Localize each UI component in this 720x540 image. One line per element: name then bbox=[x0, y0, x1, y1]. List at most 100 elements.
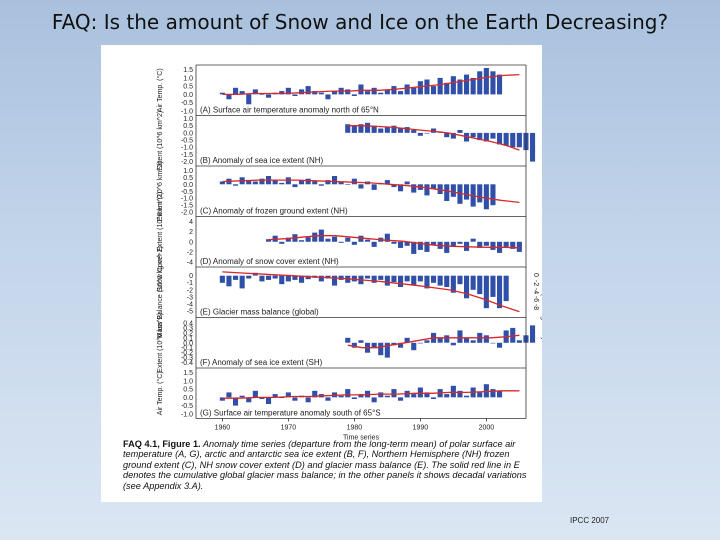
data-bar bbox=[279, 182, 285, 185]
data-bar bbox=[285, 87, 291, 95]
data-bar bbox=[332, 176, 338, 185]
data-bar bbox=[417, 387, 423, 398]
data-bar bbox=[457, 79, 463, 95]
right-tick-label: -4 bbox=[532, 288, 539, 294]
data-bar bbox=[378, 92, 384, 95]
panel-label: (C) Anomaly of frozen ground extent (NH) bbox=[200, 207, 348, 216]
data-bar bbox=[391, 241, 397, 244]
data-bar bbox=[483, 132, 489, 142]
data-bar bbox=[450, 132, 456, 139]
data-bar bbox=[365, 122, 371, 133]
data-bar bbox=[464, 275, 470, 299]
data-bar bbox=[252, 181, 258, 185]
data-bar bbox=[424, 275, 430, 289]
data-bar bbox=[411, 241, 417, 254]
data-bar bbox=[470, 275, 476, 290]
data-bar bbox=[477, 392, 483, 398]
data-bar bbox=[233, 275, 239, 280]
y-tick-label: -1.0 bbox=[181, 411, 193, 418]
data-bar bbox=[345, 389, 351, 398]
y-tick-label: -1.0 bbox=[181, 196, 193, 203]
data-bar bbox=[266, 94, 272, 98]
data-bar bbox=[404, 127, 410, 133]
y-tick-label: -1.5 bbox=[181, 152, 193, 159]
y-tick-label: -1.5 bbox=[181, 203, 193, 210]
data-bar bbox=[457, 241, 463, 244]
data-bar bbox=[411, 87, 417, 95]
data-bar bbox=[219, 275, 225, 283]
data-bar bbox=[299, 240, 305, 242]
data-bar bbox=[358, 124, 364, 133]
data-bar bbox=[450, 342, 456, 346]
data-bar bbox=[417, 342, 423, 344]
y-axis-label: Extent (10^6 km^2) bbox=[157, 111, 164, 171]
data-bar bbox=[226, 275, 232, 287]
data-bar bbox=[497, 74, 503, 95]
caption-text: Anomaly time series (departure from the … bbox=[123, 439, 527, 491]
data-bar bbox=[444, 275, 450, 287]
trend-line bbox=[222, 73, 520, 96]
data-bar bbox=[266, 239, 272, 242]
data-bar bbox=[437, 77, 443, 95]
data-bar bbox=[312, 390, 318, 398]
data-bar bbox=[437, 275, 443, 286]
data-bar bbox=[219, 397, 225, 401]
data-bar bbox=[490, 241, 496, 250]
data-bar bbox=[299, 89, 305, 95]
data-bar bbox=[391, 86, 397, 95]
data-bar bbox=[279, 275, 285, 285]
data-bar bbox=[457, 275, 463, 285]
y-tick-label: 0.1 bbox=[183, 335, 193, 342]
data-bar bbox=[411, 394, 417, 398]
data-bar bbox=[305, 178, 311, 185]
data-bar bbox=[325, 94, 331, 100]
y-tick-label: 0 bbox=[189, 239, 193, 246]
data-bar bbox=[490, 389, 496, 398]
data-bar bbox=[424, 392, 430, 398]
data-bar bbox=[464, 184, 470, 200]
panel-label: (A) Surface air temperature anomaly nort… bbox=[200, 106, 379, 115]
right-tick-label: -8 bbox=[532, 304, 539, 310]
data-bar bbox=[292, 94, 298, 96]
data-bar bbox=[398, 397, 404, 401]
data-bar bbox=[497, 390, 503, 398]
data-bar bbox=[450, 275, 456, 293]
data-bar bbox=[365, 239, 371, 242]
data-bar bbox=[312, 181, 318, 185]
data-bar bbox=[431, 241, 437, 245]
y-tick-label: -2.0 bbox=[181, 210, 193, 217]
data-bar bbox=[318, 184, 324, 186]
figure-panel: 1.5 1.0 0.5 0.0 -0.5 -1.0 Air Temp. (°C) (A) Su… bbox=[101, 45, 542, 502]
panel-label: (B) Anomaly of sea ice extent (NH) bbox=[200, 156, 323, 165]
data-bar bbox=[424, 184, 430, 196]
data-bar bbox=[318, 92, 324, 95]
y-tick-label: -2 bbox=[187, 287, 193, 294]
data-bar bbox=[371, 342, 377, 348]
data-bar bbox=[239, 275, 245, 289]
data-bar bbox=[391, 184, 397, 188]
data-bar bbox=[272, 394, 278, 398]
y-tick-label: 0.5 bbox=[183, 123, 193, 130]
data-bar bbox=[351, 178, 357, 185]
data-bar bbox=[444, 82, 450, 95]
data-bar bbox=[325, 180, 331, 185]
data-bar bbox=[338, 181, 344, 185]
data-bar bbox=[404, 84, 410, 95]
y-tick-label: 1.0 bbox=[183, 378, 193, 385]
data-bar bbox=[351, 241, 357, 245]
data-bar bbox=[351, 342, 357, 348]
data-bar bbox=[417, 241, 423, 250]
y-axis-label: Snow Cover Extent (10^6 km^2) bbox=[157, 192, 164, 292]
data-bar bbox=[398, 184, 404, 192]
data-bar bbox=[371, 241, 377, 247]
data-bar bbox=[411, 130, 417, 133]
data-bar bbox=[404, 181, 410, 185]
data-bar bbox=[431, 184, 437, 189]
y-tick-label: -1 bbox=[187, 280, 193, 287]
panel-label: (F) Anomaly of sea ice extent (SH) bbox=[200, 358, 323, 367]
data-bar bbox=[391, 389, 397, 398]
y-tick-label: -0.5 bbox=[181, 189, 193, 196]
data-bar bbox=[457, 130, 463, 133]
source-credit: IPCC 2007 bbox=[570, 516, 610, 525]
